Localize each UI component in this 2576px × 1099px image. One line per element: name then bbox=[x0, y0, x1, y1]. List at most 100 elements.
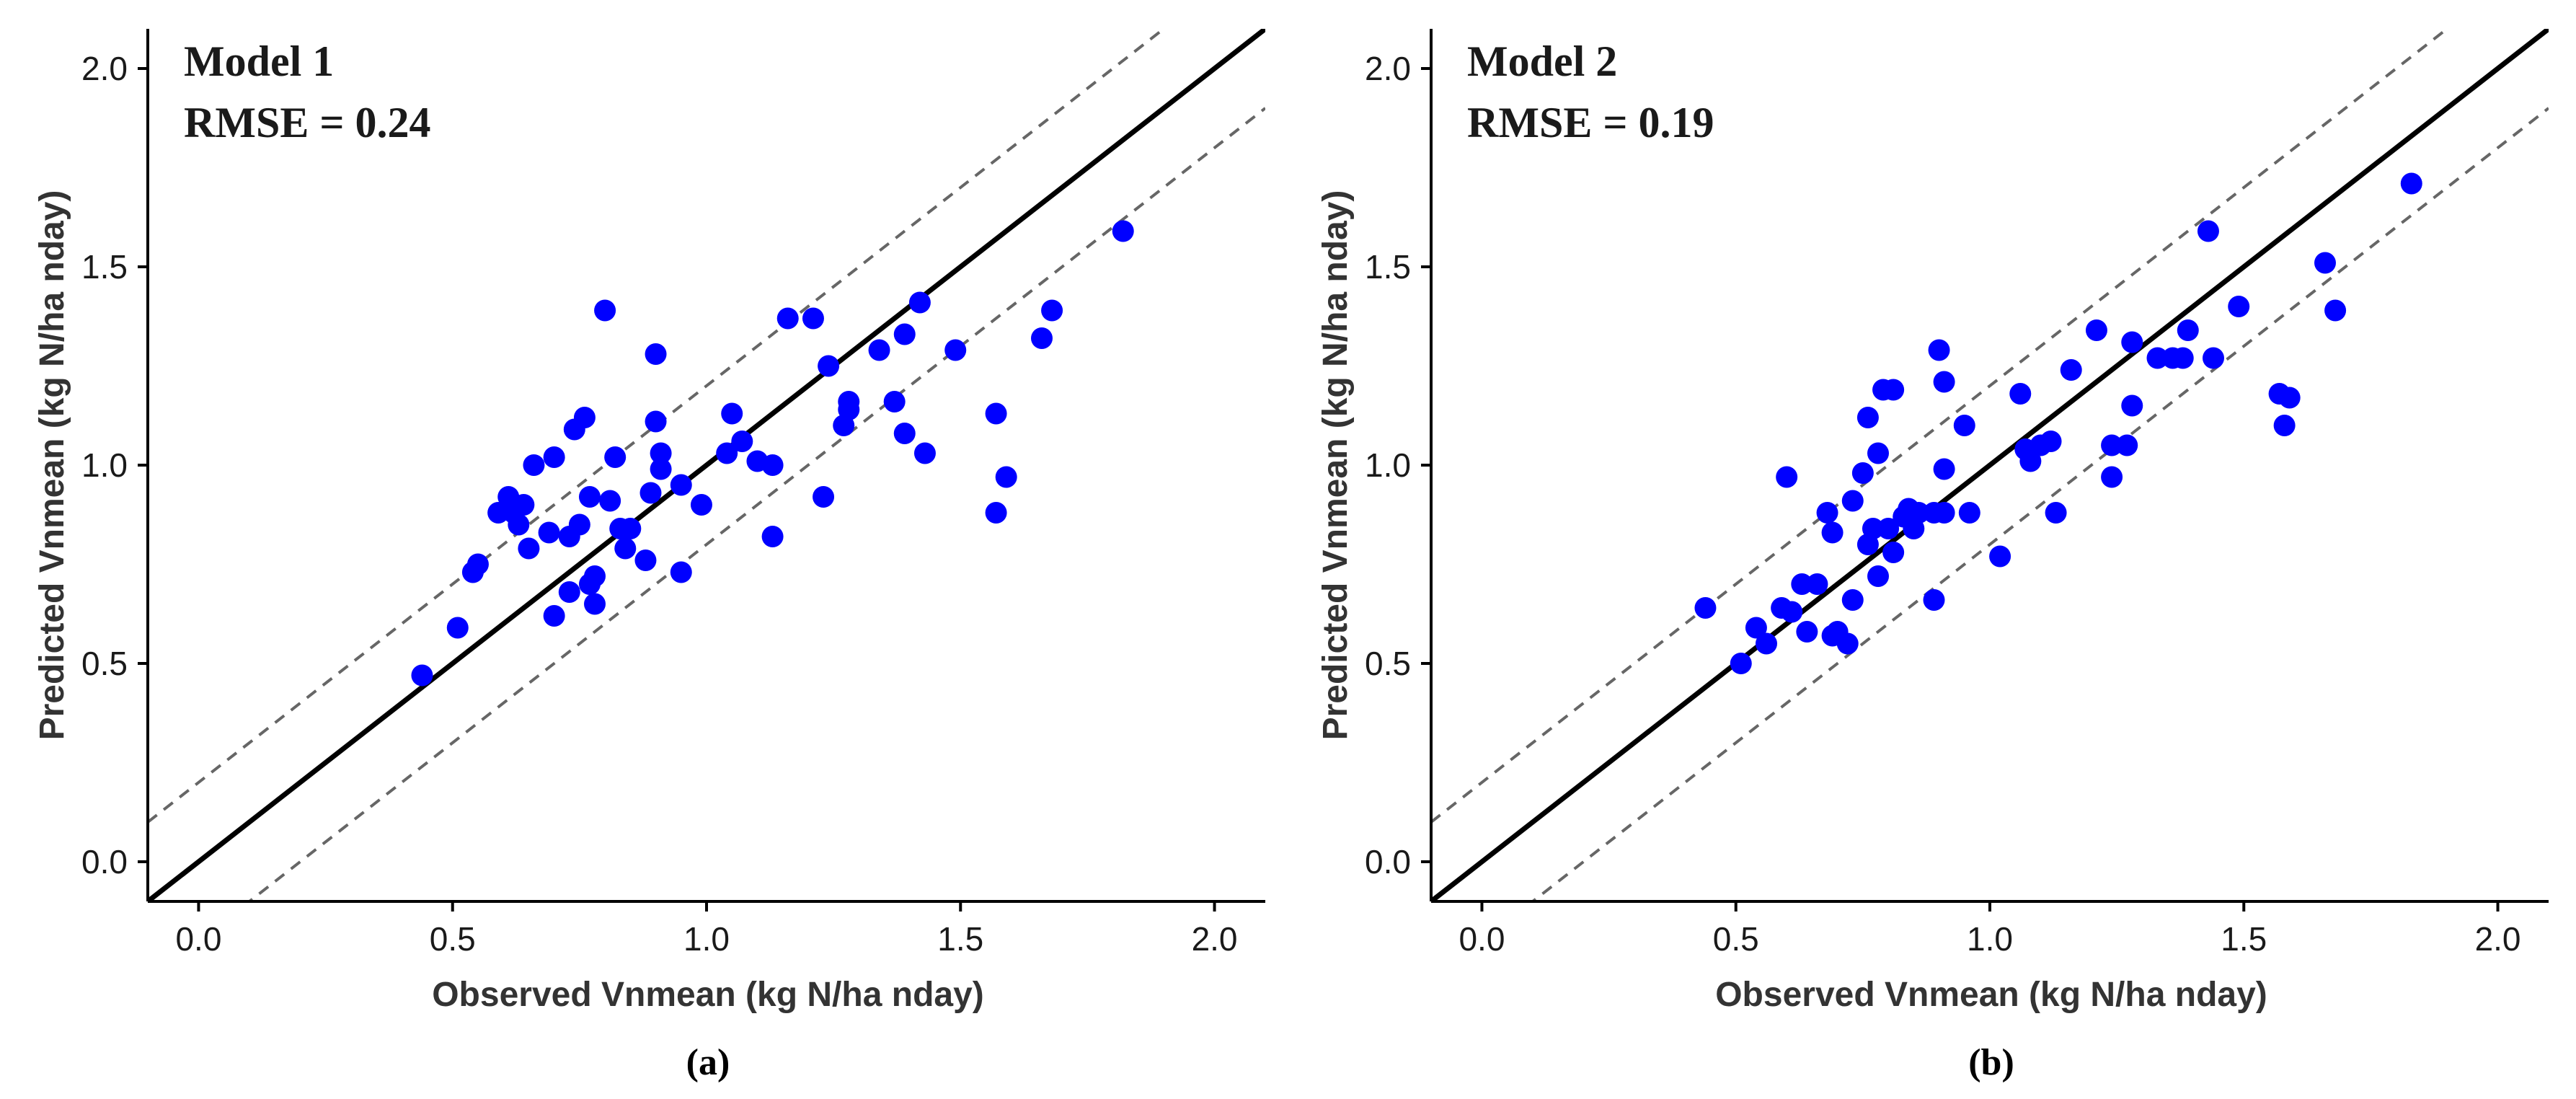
panel-b-data-point bbox=[1933, 458, 1955, 480]
panel-b-data-point bbox=[2228, 296, 2250, 317]
panel-b-data-point bbox=[2172, 347, 2194, 369]
panel-b-data-point bbox=[1816, 502, 1838, 524]
panel-b-caption: (b) bbox=[1968, 1042, 2014, 1083]
panel-a-data-point bbox=[634, 550, 657, 571]
panel-a-data-point bbox=[670, 474, 692, 496]
panel-a-data-point bbox=[487, 502, 510, 524]
panel-b-data-point bbox=[1862, 518, 1884, 539]
panel-a-y-tick-label: 1.5 bbox=[81, 248, 128, 286]
panel-a-y-tick-label: 0.5 bbox=[81, 645, 128, 682]
panel-b-y-axis-title: Predicted Vnmean (kg N/ha nday) bbox=[1316, 190, 1355, 741]
panel-a-data-point bbox=[670, 561, 692, 583]
panel-b-x-tick-label: 0.5 bbox=[1713, 920, 1759, 958]
panel-a-data-point bbox=[761, 454, 784, 476]
panel-b-data-point bbox=[2273, 415, 2296, 436]
panel-b-title: Model 2 bbox=[1467, 37, 1617, 85]
panel-b-data-point bbox=[1882, 379, 1905, 401]
panel-b-data-point bbox=[1882, 542, 1905, 563]
panel-a-data-point bbox=[594, 299, 616, 322]
panel-a-data-point bbox=[818, 355, 840, 377]
panel-a-data-point bbox=[838, 391, 860, 412]
panel-a-data-point bbox=[518, 537, 540, 560]
panel-b-1-1-line bbox=[1431, 29, 2549, 901]
panel-a-data-point bbox=[411, 664, 433, 687]
panel-a-title: Model 1 bbox=[184, 37, 334, 85]
panel-b-rmse: RMSE = 0.19 bbox=[1467, 99, 1714, 146]
panel-a-data-point bbox=[466, 553, 489, 575]
panel-a-x-tick-label: 0.5 bbox=[430, 920, 476, 958]
panel-b-data-point bbox=[2121, 331, 2143, 353]
panel-a-data-point bbox=[802, 307, 824, 330]
panel-a-data-point bbox=[721, 402, 743, 425]
panel-b-data-point bbox=[1791, 573, 1813, 595]
panel-a-data-point bbox=[558, 581, 580, 603]
panel-b-data-point bbox=[2197, 220, 2219, 242]
panel-b-data-point bbox=[2177, 319, 2199, 341]
panel-a-y-tick-label: 0.0 bbox=[81, 843, 128, 880]
panel-b-data-point bbox=[2121, 394, 2143, 417]
panel-b-x-tick-label: 1.5 bbox=[2221, 920, 2267, 958]
panel-a-data-point bbox=[883, 391, 906, 412]
panel-a-data-point bbox=[868, 339, 890, 361]
panel-b-data-point bbox=[1694, 597, 1717, 619]
panel-b-upper-bound bbox=[1431, 29, 2450, 824]
panel-b-data-point bbox=[2146, 347, 2169, 369]
panel-b-data-point bbox=[2101, 466, 2123, 488]
panel-a-data-point bbox=[604, 446, 627, 468]
panel-a-data-point bbox=[913, 442, 936, 464]
panel-b-data-point bbox=[1933, 502, 1955, 524]
panel-a-x-tick-label: 0.0 bbox=[175, 920, 221, 958]
panel-b-data-point bbox=[2203, 347, 2224, 369]
panel-a-data-point bbox=[985, 402, 1007, 425]
panel-a-data-point bbox=[650, 442, 672, 464]
panel-a-data-point bbox=[944, 339, 967, 361]
panel-b-x-tick-label: 2.0 bbox=[2475, 920, 2521, 958]
panel-a-data-point bbox=[619, 518, 642, 539]
panel-b-data-point bbox=[1877, 518, 1900, 539]
panel-b-y-tick-label: 1.0 bbox=[1365, 446, 1411, 484]
panel-b-data-point bbox=[1856, 407, 1879, 428]
panel-b-data-point bbox=[2278, 387, 2301, 409]
panel-b-data-point bbox=[1989, 545, 2011, 568]
panel-a-data-point bbox=[690, 494, 712, 516]
panel-a-x-tick-label: 1.0 bbox=[683, 920, 730, 958]
panel-b-data-point bbox=[2060, 359, 2082, 381]
panel-a-data-point bbox=[543, 605, 565, 627]
panel-b-x-tick-label: 0.0 bbox=[1459, 920, 1505, 958]
panel-b-data-point bbox=[2400, 172, 2422, 195]
panel-b-y-tick-label: 0.0 bbox=[1365, 843, 1411, 880]
panel-b-data-point bbox=[1923, 589, 1945, 611]
panel-b-data-point bbox=[1953, 415, 1975, 436]
panel-b-data-point bbox=[1851, 462, 1874, 484]
panel-b-data-point bbox=[1821, 521, 1844, 544]
panel-b-data-point bbox=[2085, 319, 2107, 341]
panel-a-data-point bbox=[568, 513, 590, 536]
panel-b-data-point bbox=[1836, 632, 1859, 655]
panel-a-x-tick-label: 1.5 bbox=[937, 920, 983, 958]
panel-a-data-point bbox=[1031, 327, 1053, 349]
panel-b-x-axis-title: Observed Vnmean (kg N/ha nday) bbox=[1715, 976, 2267, 1014]
panel-b-y-tick-label: 1.5 bbox=[1365, 248, 1411, 286]
panel-a-lower-bound bbox=[247, 107, 1265, 901]
panel-a-x-tick-label: 2.0 bbox=[1192, 920, 1238, 958]
panel-a-y-axis-title: Predicted Vnmean (kg N/ha nday) bbox=[33, 190, 71, 741]
panel-a-data-point bbox=[645, 343, 667, 365]
panel-a-data-point bbox=[1112, 220, 1134, 242]
panel-a-data-point bbox=[995, 466, 1017, 488]
panel-a-data-point bbox=[639, 482, 662, 504]
panel-a-data-point bbox=[1041, 299, 1063, 322]
panel-b-data-point bbox=[1867, 442, 1889, 464]
panel-a-data-point bbox=[508, 513, 530, 536]
panel-b-data-point bbox=[1796, 621, 1818, 643]
panel-a-data-point bbox=[523, 454, 545, 476]
panel-a-y-tick-label: 1.0 bbox=[81, 446, 128, 484]
panel-b-data-point bbox=[1841, 490, 1864, 512]
panel-b-data-point bbox=[1730, 653, 1752, 674]
panel-b-y-tick-label: 2.0 bbox=[1365, 50, 1411, 87]
panel-b-data-point bbox=[2314, 252, 2336, 274]
panel-a-data-point bbox=[513, 494, 535, 516]
panel-a-data-point bbox=[716, 442, 738, 464]
panel-b: 0.0 0.5 1.0 1.5 2.0 0.00.51.01.52.0 Model 2 … bbox=[1316, 29, 2549, 1083]
panel-a-data-point bbox=[985, 502, 1007, 524]
panel-a-data-point bbox=[578, 486, 601, 508]
